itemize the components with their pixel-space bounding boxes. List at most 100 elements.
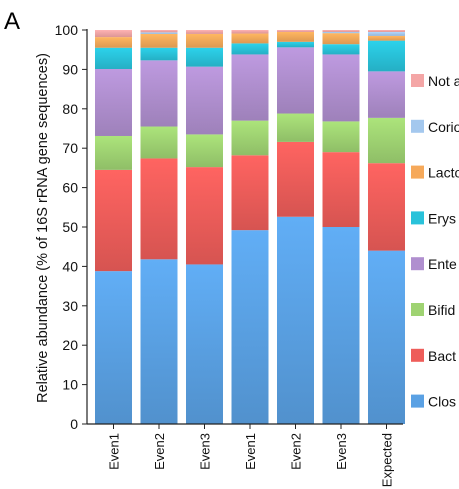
- panel-label: A: [4, 8, 21, 35]
- legend-item-bact: Bact: [411, 348, 456, 364]
- bar-segment-clos-6: [322, 227, 360, 424]
- legend-swatch-not-a: [411, 74, 424, 87]
- legend-swatch-bifid: [411, 303, 424, 316]
- y-tick-label-90: 90: [62, 61, 78, 77]
- bar-segment-lacto-2: [140, 33, 178, 48]
- bar-segment-ente-6: [322, 54, 360, 122]
- bar-segment-clos-3: [186, 264, 223, 424]
- bar-segment-ente-2: [140, 60, 178, 127]
- bar-segment-bact-5: [277, 141, 314, 217]
- bar-segment-bifid-6: [322, 121, 360, 153]
- legend-layer: Not a Corio Lacto Erys Ente Bifid Bact Clos: [411, 73, 459, 410]
- bar-stack-2: [140, 30, 178, 424]
- x-category-label-2: Even2: [152, 433, 167, 470]
- legend-item-bifid: Bifid: [411, 302, 455, 318]
- bar-segment-bifid-2: [140, 126, 178, 159]
- y-tick-label-10: 10: [62, 377, 78, 393]
- bar-segment-not-a-3: [186, 30, 223, 34]
- bar-stack-3: [186, 30, 223, 424]
- bar-segment-erys-4: [231, 43, 269, 55]
- bar-segment-corio-7: [368, 31, 405, 36]
- bar-segment-lacto-4: [231, 33, 269, 44]
- bar-segment-bact-7: [368, 163, 405, 251]
- legend-item-erys: Erys: [411, 210, 456, 226]
- bar-segment-lacto-5: [277, 31, 314, 42]
- bar-segment-corio-2: [140, 32, 178, 34]
- bar-segment-bifid-3: [186, 134, 223, 168]
- bar-segment-bact-1: [95, 169, 132, 272]
- bar-segment-ente-1: [95, 69, 132, 136]
- legend-label-not-a: Not a: [428, 73, 459, 89]
- bar-segment-lacto-3: [186, 33, 223, 48]
- bar-segment-ente-3: [186, 66, 223, 135]
- legend-item-corio: Corio: [411, 119, 459, 135]
- bar-segment-clos-1: [95, 271, 132, 424]
- y-tick-label-20: 20: [62, 337, 78, 353]
- legend-swatch-corio: [411, 119, 424, 133]
- x-category-label-4: Even1: [243, 433, 258, 470]
- x-category-label-1: Even1: [107, 433, 122, 470]
- legend-item-not-a: Not a: [411, 73, 459, 89]
- y-tick-label-40: 40: [62, 258, 78, 274]
- bar-segment-bifid-1: [95, 135, 132, 170]
- x-category-label-3: Even3: [198, 433, 213, 470]
- legend-item-lacto: Lacto: [411, 165, 459, 181]
- legend-label-ente: Ente: [428, 256, 457, 272]
- bar-segment-not-a-4: [231, 30, 269, 34]
- bar-segment-bifid-7: [368, 117, 405, 164]
- bar-segment-clos-7: [368, 250, 405, 424]
- y-axis-title: Relative abundance (% of 16S rRNA gene s…: [35, 53, 51, 403]
- bar-stack-7: [368, 30, 405, 424]
- legend-item-ente: Ente: [411, 256, 457, 272]
- bar-segment-not-a-6: [322, 30, 360, 32]
- y-tick-label-80: 80: [62, 101, 78, 117]
- y-tick-label-100: 100: [55, 22, 79, 38]
- bar-segment-not-a-5: [277, 30, 314, 32]
- bar-segment-ente-4: [231, 54, 269, 121]
- bars-layer: [95, 30, 405, 424]
- legend-swatch-bact: [411, 348, 424, 362]
- bar-segment-bact-6: [322, 152, 360, 227]
- legend-label-erys: Erys: [428, 210, 456, 226]
- bar-segment-lacto-6: [322, 33, 360, 45]
- bar-stack-1: [95, 30, 132, 424]
- x-category-label-7: Expected: [380, 433, 395, 487]
- legend-item-clos: Clos: [411, 394, 456, 410]
- bar-segment-clos-5: [277, 216, 314, 424]
- bar-segment-not-a-2: [140, 30, 178, 33]
- bar-segment-erys-1: [95, 47, 132, 70]
- bar-segment-ente-5: [277, 47, 314, 114]
- bar-stack-5: [277, 30, 314, 424]
- bar-segment-ente-7: [368, 71, 405, 118]
- bar-segment-erys-7: [368, 40, 405, 72]
- bar-segment-erys-5: [277, 41, 314, 48]
- bar-segment-bifid-4: [231, 120, 269, 156]
- legend-swatch-ente: [411, 257, 424, 271]
- legend-label-corio: Corio: [428, 119, 459, 135]
- legend-label-bact: Bact: [428, 348, 456, 364]
- bar-stack-4: [231, 30, 269, 424]
- bar-segment-erys-6: [322, 44, 360, 55]
- y-tick-label-70: 70: [62, 140, 78, 156]
- bar-segment-clos-4: [231, 230, 269, 424]
- bar-segment-corio-6: [322, 31, 360, 34]
- bar-segment-bact-4: [231, 155, 269, 231]
- bar-segment-not-a-7: [368, 30, 405, 32]
- bar-segment-bact-2: [140, 158, 178, 260]
- bar-segment-lacto-1: [95, 37, 132, 48]
- bar-segment-bifid-5: [277, 113, 314, 142]
- x-category-label-6: Even3: [334, 433, 349, 470]
- legend-label-clos: Clos: [428, 394, 456, 410]
- bar-segment-clos-2: [140, 259, 178, 424]
- bar-segment-not-a-1: [95, 30, 132, 38]
- y-tick-label-30: 30: [62, 298, 78, 314]
- bar-segment-lacto-7: [368, 35, 405, 41]
- y-tick-label-50: 50: [62, 219, 78, 235]
- x-category-label-5: Even2: [289, 433, 304, 470]
- legend-label-lacto: Lacto: [428, 165, 459, 181]
- legend-swatch-lacto: [411, 165, 424, 179]
- axis-layer: 0 10 20 30 40 50 60 70 80 90 100 Even1 Even2 Even3 Eve…: [55, 22, 403, 487]
- y-tick-label-60: 60: [62, 180, 78, 196]
- bar-stack-6: [322, 30, 360, 424]
